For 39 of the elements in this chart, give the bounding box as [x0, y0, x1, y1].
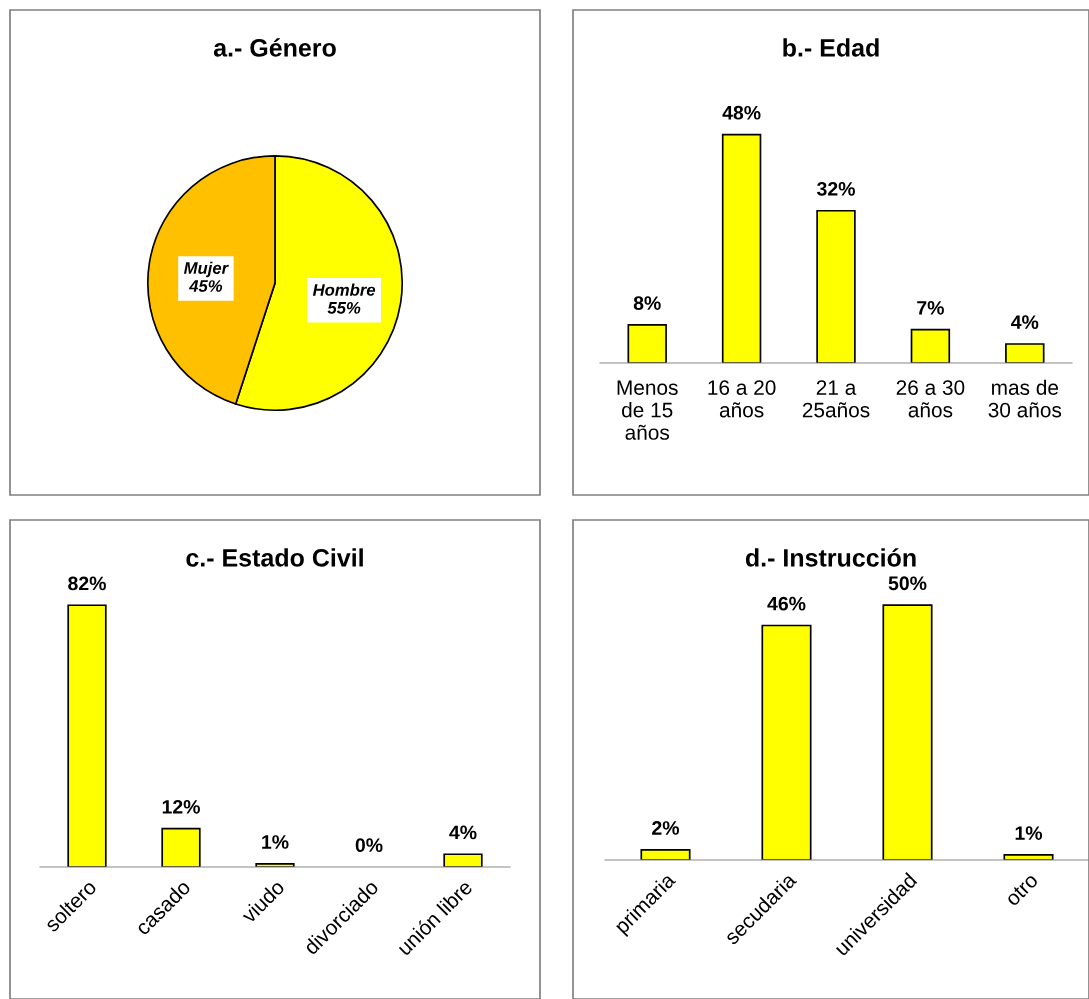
data-label: 45% [188, 280, 223, 292]
chart-title: b.- Edad [783, 38, 879, 57]
chart-title: d.- Instrucción [745, 548, 916, 567]
data-label: 55% [327, 302, 361, 314]
bar [1005, 343, 1045, 363]
x-tick-label: Menos de 15 años [617, 380, 678, 440]
data-label: 32% [816, 181, 855, 196]
data-label: 12% [162, 799, 200, 814]
bar [882, 604, 933, 860]
bar [816, 209, 856, 363]
x-tick-label: otro [1004, 872, 1039, 907]
data-label: 4% [1011, 315, 1039, 329]
data-label: 2% [652, 821, 680, 835]
slice-label: Mujer [183, 261, 229, 278]
x-tick-label: mas de 30 años [988, 379, 1062, 418]
x-tick-label: 26 a 30 años [896, 380, 965, 418]
x-tick-label: 21 a 25años [802, 380, 870, 418]
data-label: 4% [449, 825, 477, 840]
chart-title: c.- Estado Civil [186, 548, 363, 567]
bar [640, 848, 691, 860]
data-label: 1% [1015, 826, 1043, 840]
data-label: 46% [767, 596, 806, 611]
slice-label: Hombre [312, 283, 376, 296]
data-label: 48% [722, 105, 761, 120]
bar [443, 853, 483, 867]
chart-title: a.- Género [213, 38, 336, 57]
data-label: 82% [68, 576, 106, 591]
data-label: 8% [633, 296, 661, 310]
data-label: 7% [917, 301, 944, 315]
bar [67, 604, 107, 867]
bar [761, 624, 812, 860]
bar [161, 827, 201, 867]
data-label: 0% [355, 838, 383, 853]
x-tick-label: 16 a 20 años [708, 380, 776, 418]
data-label: 50% [888, 576, 927, 591]
data-label: 1% [262, 835, 289, 849]
bar [721, 133, 762, 363]
bar [910, 328, 951, 363]
bar [627, 324, 667, 363]
